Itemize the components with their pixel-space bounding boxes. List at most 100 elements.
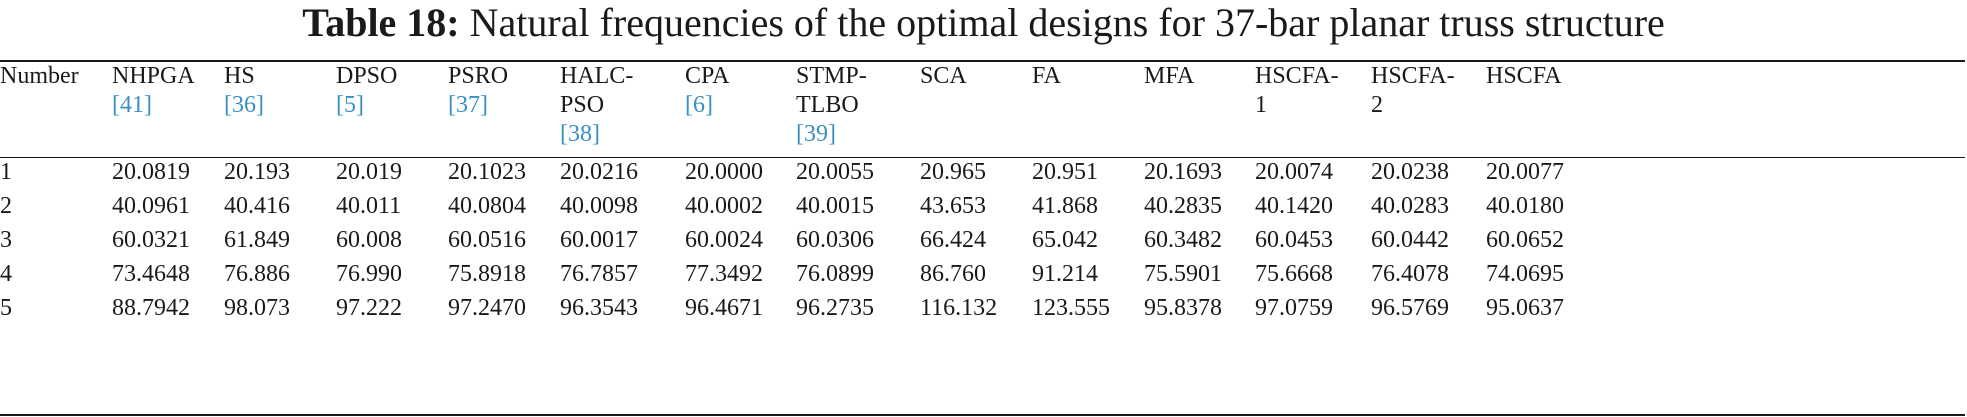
table-header-rule [0,157,1965,158]
mode-number-cell: 4 [0,261,12,287]
table-row: 3 60.0321 61.849 60.008 60.0516 60.0017 60.002… [0,223,1566,257]
column-header-label: FA [1032,63,1061,89]
frequency-cell: 116.132 [920,295,998,321]
frequency-cell: 60.008 [336,227,402,253]
column-header-label: DPSO [336,63,398,89]
frequency-cell: 95.8378 [1144,295,1222,321]
frequency-cell: 40.0180 [1486,193,1564,219]
frequency-cell: 61.849 [224,227,290,253]
frequency-cell: 40.1420 [1255,193,1333,219]
frequency-cell: 40.0804 [448,193,526,219]
column-header-label: STMP- [796,63,867,89]
frequency-cell: 77.3492 [685,261,763,287]
frequency-cell: 20.0055 [796,159,874,185]
table-caption-label: Table 18: [302,0,460,45]
frequency-cell: 65.042 [1032,227,1098,253]
column-header: HALC- PSO [38] [560,62,685,150]
frequency-cell: 88.7942 [112,295,190,321]
frequency-cell: 96.4671 [685,295,763,321]
frequency-cell: 91.214 [1032,261,1098,287]
frequency-cell: 97.0759 [1255,295,1333,321]
table-top-rule [0,60,1965,62]
frequency-cell: 60.0306 [796,227,874,253]
frequency-cell: 40.416 [224,193,290,219]
column-header: HS [36] [224,62,336,150]
frequency-cell: 20.0216 [560,159,638,185]
frequency-cell: 20.965 [920,159,986,185]
column-header-label: PSRO [448,63,509,89]
frequency-cell: 76.7857 [560,261,638,287]
column-header-label: 1 [1255,92,1267,118]
frequency-cell: 76.0899 [796,261,874,287]
table-row: 2 40.0961 40.416 40.011 40.0804 40.0098 40.000… [0,189,1566,223]
frequency-cell: 60.0017 [560,227,638,253]
table-row: 1 20.0819 20.193 20.019 20.1023 20.0216 20.000… [0,150,1566,189]
mode-number-cell: 1 [0,159,12,185]
table-header-row: Number NHPGA [41] HS [36] DPSO [5] PSRO [37] HALC… [0,62,1566,150]
frequency-cell: 76.4078 [1371,261,1449,287]
citation-link[interactable]: [39] [796,121,836,147]
citation-link[interactable]: [38] [560,121,600,147]
frequency-cell: 60.0516 [448,227,526,253]
column-header: PSRO [37] [448,62,560,150]
frequency-cell: 40.0098 [560,193,638,219]
frequency-cell: 20.0074 [1255,159,1333,185]
frequency-cell: 75.5901 [1144,261,1222,287]
frequency-cell: 60.3482 [1144,227,1222,253]
frequency-cell: 20.0000 [685,159,763,185]
column-header: MFA [1144,62,1255,150]
frequency-cell: 98.073 [224,295,290,321]
frequency-cell: 60.0321 [112,227,190,253]
column-header: STMP- TLBO [39] [796,62,920,150]
column-header: Number [0,62,112,150]
table-body: 1 20.0819 20.193 20.019 20.1023 20.0216 20.000… [0,150,1566,325]
column-header: HSCFA- 1 [1255,62,1371,150]
citation-link[interactable]: [41] [112,92,152,118]
column-header-label: Number [0,63,79,89]
frequency-cell: 40.0015 [796,193,874,219]
frequency-cell: 96.5769 [1371,295,1449,321]
frequency-cell: 40.0002 [685,193,763,219]
column-header-label: MFA [1144,63,1195,89]
frequency-cell: 75.6668 [1255,261,1333,287]
table-caption: Table 18: Natural frequencies of the opt… [0,0,1967,46]
frequency-cell: 20.019 [336,159,402,185]
column-header-label: HSCFA- [1371,63,1455,89]
column-header-label: TLBO [796,92,859,118]
frequency-cell: 60.0024 [685,227,763,253]
table-bottom-rule [0,414,1965,416]
column-header: HSCFA- 2 [1371,62,1486,150]
table-row: 4 73.4648 76.886 76.990 75.8918 76.7857 77.349… [0,257,1566,291]
frequency-cell: 43.653 [920,193,986,219]
frequency-cell: 40.0283 [1371,193,1449,219]
column-header: HSCFA [1486,62,1566,150]
column-header-label: HS [224,63,255,89]
frequency-cell: 96.3543 [560,295,638,321]
frequency-cell: 41.868 [1032,193,1098,219]
column-header-label: 2 [1371,92,1383,118]
frequency-cell: 20.0819 [112,159,190,185]
column-header-label: CPA [685,63,730,89]
column-header-label: NHPGA [112,63,195,89]
frequency-cell: 86.760 [920,261,986,287]
frequency-cell: 60.0453 [1255,227,1333,253]
citation-link[interactable]: [5] [336,92,364,118]
frequency-cell: 20.0077 [1486,159,1564,185]
citation-link[interactable]: [37] [448,92,488,118]
column-header: CPA [6] [685,62,796,150]
column-header-label: HSCFA- [1255,63,1339,89]
column-header: NHPGA [41] [112,62,224,150]
frequency-cell: 97.222 [336,295,402,321]
frequencies-table: Number NHPGA [41] HS [36] DPSO [5] PSRO [37] HALC… [0,62,1566,325]
frequency-cell: 60.0442 [1371,227,1449,253]
frequency-cell: 75.8918 [448,261,526,287]
citation-link[interactable]: [6] [685,92,713,118]
frequency-cell: 76.886 [224,261,290,287]
citation-link[interactable]: [36] [224,92,264,118]
column-header-label: HSCFA [1486,63,1562,89]
table-caption-text: Natural frequencies of the optimal desig… [469,0,1665,45]
frequency-cell: 20.193 [224,159,290,185]
column-header-label: HALC- [560,63,634,89]
frequency-cell: 60.0652 [1486,227,1564,253]
frequency-cell: 76.990 [336,261,402,287]
